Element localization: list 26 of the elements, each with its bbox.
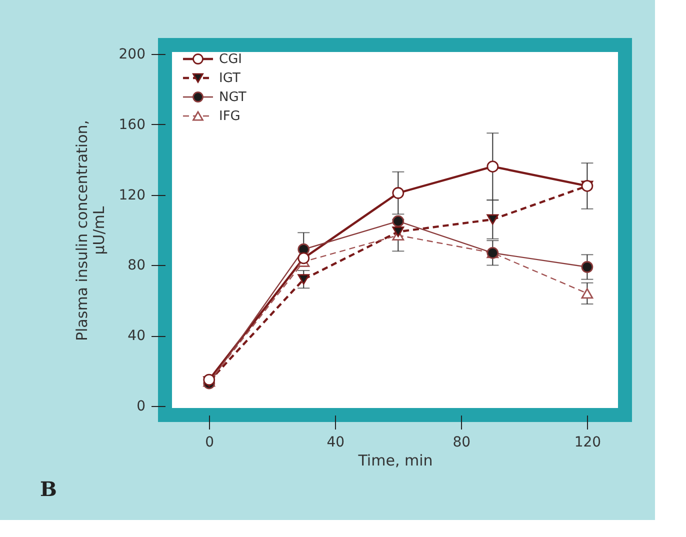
legend-label: CGI	[219, 52, 242, 67]
point	[392, 215, 404, 228]
y-axis-title: Plasma insulin concentration, μU/mL	[72, 120, 108, 342]
x-axis-title: Time, min	[357, 452, 433, 470]
text: B	[40, 477, 57, 501]
y-tick-label: 80	[128, 258, 146, 274]
point	[298, 274, 310, 285]
point	[298, 252, 310, 264]
x-tick-label: 40	[326, 434, 345, 450]
x-tick-label: 120	[574, 434, 602, 450]
point	[581, 288, 594, 299]
y-tick-label: 40	[128, 328, 146, 344]
y-tick-label: 0	[136, 398, 146, 415]
x-tick-label: 80	[452, 434, 471, 450]
x-tick-label: 0	[205, 434, 214, 450]
point	[486, 214, 499, 225]
point	[486, 160, 499, 173]
legend-label: IFG	[219, 109, 240, 124]
y-tick-label: 120	[118, 187, 146, 204]
legend-label: IGT	[219, 71, 240, 86]
y-tick-label: 200	[118, 46, 146, 62]
point	[581, 261, 594, 273]
point	[392, 187, 404, 199]
point	[392, 226, 404, 238]
legend-label: NGT	[219, 90, 246, 105]
y-tick-label: 160	[118, 116, 146, 133]
